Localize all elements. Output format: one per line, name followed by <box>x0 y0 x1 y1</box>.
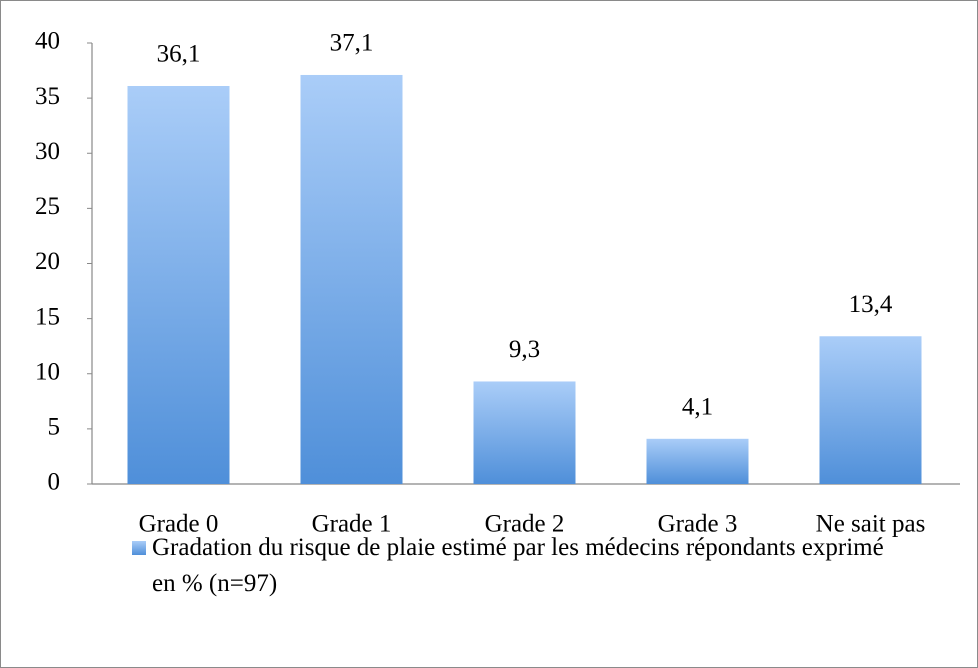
data-label: 37,1 <box>330 30 374 57</box>
y-tick-label: 25 <box>35 193 60 220</box>
bar <box>127 85 230 484</box>
data-label: 36,1 <box>157 41 201 68</box>
bar <box>300 74 403 484</box>
bar <box>819 336 922 484</box>
y-tick-label: 40 <box>35 28 60 55</box>
y-tick-label: 0 <box>48 469 61 496</box>
y-tick-label: 5 <box>48 414 61 441</box>
bar <box>473 381 576 484</box>
x-tick-label: Grade 2 <box>485 511 565 538</box>
data-label: 13,4 <box>849 291 893 318</box>
data-label: 9,3 <box>509 336 540 363</box>
x-tick-label: Grade 3 <box>658 511 738 538</box>
data-label: 4,1 <box>682 394 713 421</box>
y-tick-label: 20 <box>35 248 60 275</box>
x-tick-label: Grade 0 <box>139 511 219 538</box>
x-tick-label: Grade 1 <box>312 511 392 538</box>
y-tick-label: 30 <box>35 138 60 165</box>
legend: Gradation du risque de plaie estimé par … <box>132 530 892 602</box>
x-tick-label: Ne sait pas <box>816 511 926 538</box>
legend-label: Gradation du risque de plaie estimé par … <box>152 534 884 597</box>
legend-key <box>132 541 146 555</box>
y-tick-label: 15 <box>35 303 60 330</box>
bar <box>646 438 749 484</box>
y-tick-label: 35 <box>35 83 60 110</box>
y-tick-label: 10 <box>35 358 60 385</box>
